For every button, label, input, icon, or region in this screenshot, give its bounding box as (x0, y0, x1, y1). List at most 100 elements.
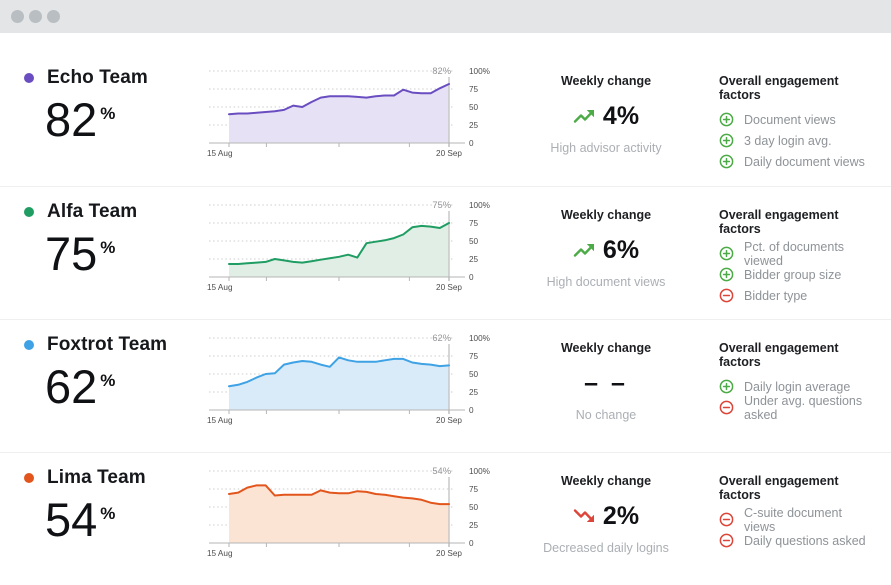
factor-item: C-suite document views (719, 506, 873, 534)
svg-text:50: 50 (469, 103, 479, 112)
engagement-factors-header: Overall engagement factors (719, 474, 839, 502)
weekly-change-header: Weekly change (560, 208, 652, 222)
svg-text:15 Aug: 15 Aug (207, 549, 233, 558)
factor-label: Bidder type (744, 288, 808, 303)
trend-up-icon (573, 240, 595, 260)
factor-label: Bidder group size (744, 267, 842, 282)
plus-circle-icon (719, 379, 734, 394)
minus-circle-icon (719, 288, 734, 303)
team-color-dot (24, 207, 34, 217)
team-row[interactable]: Echo Team 82% 100% 75 50 25 0 15 Aug 20 Sep 82%… (0, 53, 891, 186)
team-sparkline-chart: 100% 75 50 25 0 15 Aug 20 Sep 54% (203, 457, 503, 561)
svg-text:25: 25 (469, 255, 479, 264)
weekly-change-section: Weekly change – – No change (517, 334, 695, 422)
engagement-factors-section: Overall engagement factors C-suite docum… (695, 467, 873, 554)
factors-list: Daily login average Under avg. questions … (719, 379, 873, 422)
weekly-change-caption: No change (575, 408, 637, 422)
weekly-change-section: Weekly change 6% High document views (517, 201, 695, 289)
team-color-dot (24, 340, 34, 350)
factor-item: Under avg. questions asked (719, 394, 873, 422)
plus-circle-icon (719, 154, 734, 169)
svg-text:54%: 54% (432, 466, 451, 476)
team-name: Foxtrot Team (47, 334, 168, 355)
factors-list: C-suite document views Daily questions as… (719, 506, 873, 548)
team-name: Echo Team (47, 67, 148, 88)
svg-text:20 Sep: 20 Sep (436, 549, 462, 558)
factor-item: Pct. of documents viewed (719, 240, 873, 268)
team-sparkline-chart: 100% 75 50 25 0 15 Aug 20 Sep 82% (203, 57, 503, 161)
weekly-change-value: 2% (517, 501, 695, 531)
team-summary: Foxtrot Team 62% (18, 334, 203, 410)
svg-text:20 Sep: 20 Sep (436, 149, 462, 158)
team-score-number: 75 (45, 227, 98, 280)
window-titlebar (0, 0, 891, 33)
minus-circle-icon (719, 400, 734, 415)
weekly-change-number: 4% (602, 101, 640, 130)
svg-text:100%: 100% (469, 201, 490, 210)
team-color-dot (24, 73, 34, 83)
team-row[interactable]: Foxtrot Team 62% 100% 75 50 25 0 15 Aug 20 Sep… (0, 319, 891, 452)
svg-text:75: 75 (469, 85, 479, 94)
factors-list: Pct. of documents viewed Bidder group siz… (719, 240, 873, 303)
svg-text:0: 0 (469, 273, 474, 282)
svg-text:20 Sep: 20 Sep (436, 416, 462, 425)
team-score-unit: % (100, 371, 116, 391)
weekly-change-value: 6% (517, 235, 695, 265)
svg-text:50: 50 (469, 237, 479, 246)
svg-text:20 Sep: 20 Sep (436, 283, 462, 292)
svg-text:0: 0 (469, 139, 474, 148)
factor-item: Daily document views (719, 154, 873, 169)
minus-circle-icon (719, 533, 734, 548)
team-score: 82% (24, 96, 203, 143)
weekly-change-section: Weekly change 2% Decreased daily logins (517, 467, 695, 555)
plus-circle-icon (719, 112, 734, 127)
plus-circle-icon (719, 267, 734, 282)
svg-text:75: 75 (469, 352, 479, 361)
weekly-change-section: Weekly change 4% High advisor activity (517, 67, 695, 155)
team-score-number: 82 (45, 93, 98, 146)
window-dot-icon (11, 10, 24, 23)
weekly-change-caption: High advisor activity (550, 141, 662, 155)
engagement-factors-section: Overall engagement factors Daily login a… (695, 334, 873, 422)
team-score-unit: % (100, 238, 116, 258)
svg-text:75: 75 (469, 485, 479, 494)
team-row[interactable]: Lima Team 54% 100% 75 50 25 0 15 Aug 20 Sep 54%… (0, 452, 891, 585)
team-row[interactable]: Alfa Team 75% 100% 75 50 25 0 15 Aug 20 Sep 75%… (0, 186, 891, 319)
factor-label: Under avg. questions asked (744, 393, 863, 422)
factor-item: Bidder group size (719, 267, 873, 282)
team-score-number: 62 (45, 360, 98, 413)
weekly-change-header: Weekly change (560, 74, 652, 88)
factor-item: Daily login average (719, 379, 873, 394)
team-name: Lima Team (47, 467, 146, 488)
plus-circle-icon (719, 246, 734, 261)
trend-down-icon (573, 506, 595, 526)
factor-item: Document views (719, 112, 873, 127)
svg-text:15 Aug: 15 Aug (207, 283, 233, 292)
svg-text:0: 0 (469, 539, 474, 548)
team-score: 75% (24, 230, 203, 277)
engagement-factors-header: Overall engagement factors (719, 341, 839, 369)
weekly-change-value: 4% (517, 101, 695, 131)
factor-label: Pct. of documents viewed (744, 239, 845, 268)
engagement-factors-section: Overall engagement factors Document view… (695, 67, 873, 175)
factor-item: 3 day login avg. (719, 133, 873, 148)
svg-text:0: 0 (469, 406, 474, 415)
team-score: 62% (24, 363, 203, 410)
window-dot-icon (47, 10, 60, 23)
minus-circle-icon (719, 512, 734, 527)
weekly-change-number: 2% (602, 501, 640, 530)
window-dot-icon (29, 10, 42, 23)
team-sparkline-chart: 100% 75 50 25 0 15 Aug 20 Sep 75% (203, 191, 503, 295)
svg-text:25: 25 (469, 388, 479, 397)
trend-up-icon (573, 106, 595, 126)
svg-text:82%: 82% (432, 66, 451, 76)
svg-text:50: 50 (469, 370, 479, 379)
team-dashboard: Echo Team 82% 100% 75 50 25 0 15 Aug 20 Sep 82%… (0, 33, 891, 585)
team-summary: Alfa Team 75% (18, 201, 203, 277)
team-summary: Echo Team 82% (18, 67, 203, 143)
factor-label: C-suite document views (744, 505, 842, 534)
svg-text:25: 25 (469, 121, 479, 130)
engagement-factors-header: Overall engagement factors (719, 208, 839, 236)
team-color-dot (24, 473, 34, 483)
factors-list: Document views 3 day login avg. Daily docu… (719, 112, 873, 169)
